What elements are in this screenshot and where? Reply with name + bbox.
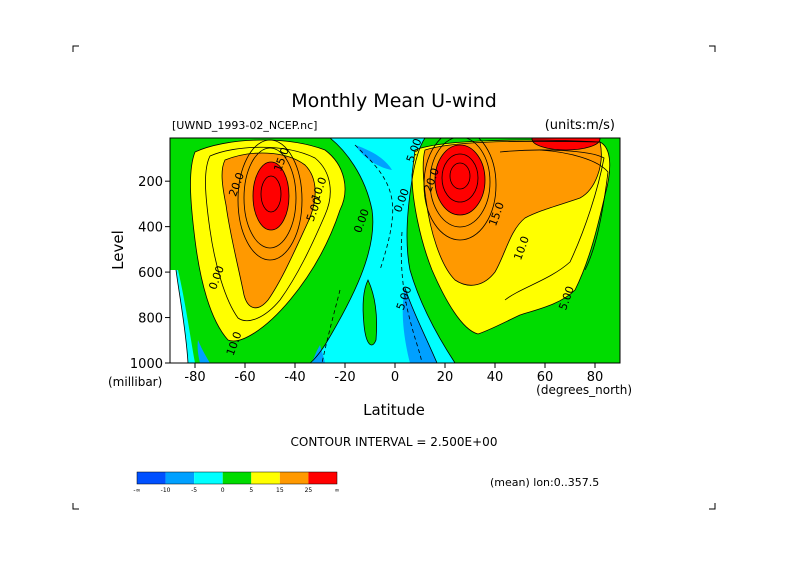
contour-plot (169, 137, 621, 364)
colorbar-label: -∞ (133, 487, 140, 494)
corner-marks (72, 45, 716, 510)
colorbar-label: 15 (276, 487, 284, 494)
y-unit-label: (millibar) (108, 375, 162, 389)
y-axis: 200 400 600 800 1000 (130, 175, 170, 372)
dataset-label: [UWND_1993-02_NCEP.nc] (172, 119, 317, 132)
colorbar-label: 5 (249, 487, 253, 494)
colorbar-swatch (308, 472, 337, 484)
colorbar-frame (136, 471, 338, 485)
y-tick-label: 400 (138, 221, 163, 236)
averaging-label: (mean) lon:0..357.5 (490, 476, 599, 489)
nh-jet-25 (435, 145, 485, 215)
x-unit-label: (degrees_north) (536, 383, 632, 397)
contour-labels: 15.020.0 10.05.00 0.000.005.0020.015.010.0… (206, 137, 577, 358)
missing-data-region (170, 270, 188, 363)
x-tick-label: 60 (537, 370, 554, 385)
x-tick-label: -80 (184, 370, 205, 385)
negative-region (310, 138, 455, 363)
strong-negative-4 (197, 340, 210, 363)
sh-jet-25 (253, 162, 289, 230)
colorbar-label: 25 (305, 487, 313, 494)
y-tick-label: 800 (138, 312, 163, 327)
y-tick-label: 600 (138, 266, 163, 281)
x-tick-label: -40 (284, 370, 305, 385)
colorbar-swatch (165, 472, 195, 484)
strong-negative-3 (355, 145, 392, 170)
x-tick-label: -60 (234, 370, 255, 385)
sh-jet-15 (222, 153, 316, 308)
contour-lines (175, 138, 611, 363)
colorbar-label: 0 (221, 487, 225, 494)
colorbar: -∞ -10 -5 0 5 15 25 ∞ (133, 471, 340, 494)
contour-interval-label: CONTOUR INTERVAL = 2.500E+00 (291, 435, 498, 449)
colorbar-swatch (194, 472, 223, 484)
x-axis: -80 -60 -40 -20 0 20 40 60 80 (184, 363, 603, 385)
negative-contour-lines (321, 144, 423, 363)
y-axis-title: Level (109, 230, 127, 270)
units-label: (units:m/s) (545, 118, 615, 133)
x-tick-label: 20 (437, 370, 454, 385)
colorbar-swatch (137, 472, 166, 484)
colorbar-label: ∞ (335, 487, 340, 494)
colorbar-swatch (251, 472, 280, 484)
colorbar-swatch (279, 472, 309, 484)
colorbar-label: -10 (161, 487, 171, 494)
colorbar-label: -5 (191, 487, 197, 494)
x-tick-label: -20 (334, 370, 355, 385)
x-tick-label: 0 (391, 370, 399, 385)
x-axis-title: Latitude (363, 401, 425, 419)
y-tick-label: 200 (138, 175, 163, 190)
x-tick-label: 40 (487, 370, 504, 385)
colorbar-swatch (222, 472, 252, 484)
y-tick-label: 1000 (130, 357, 163, 372)
chart-title: Monthly Mean U-wind (291, 90, 497, 112)
x-tick-label: 80 (587, 370, 604, 385)
